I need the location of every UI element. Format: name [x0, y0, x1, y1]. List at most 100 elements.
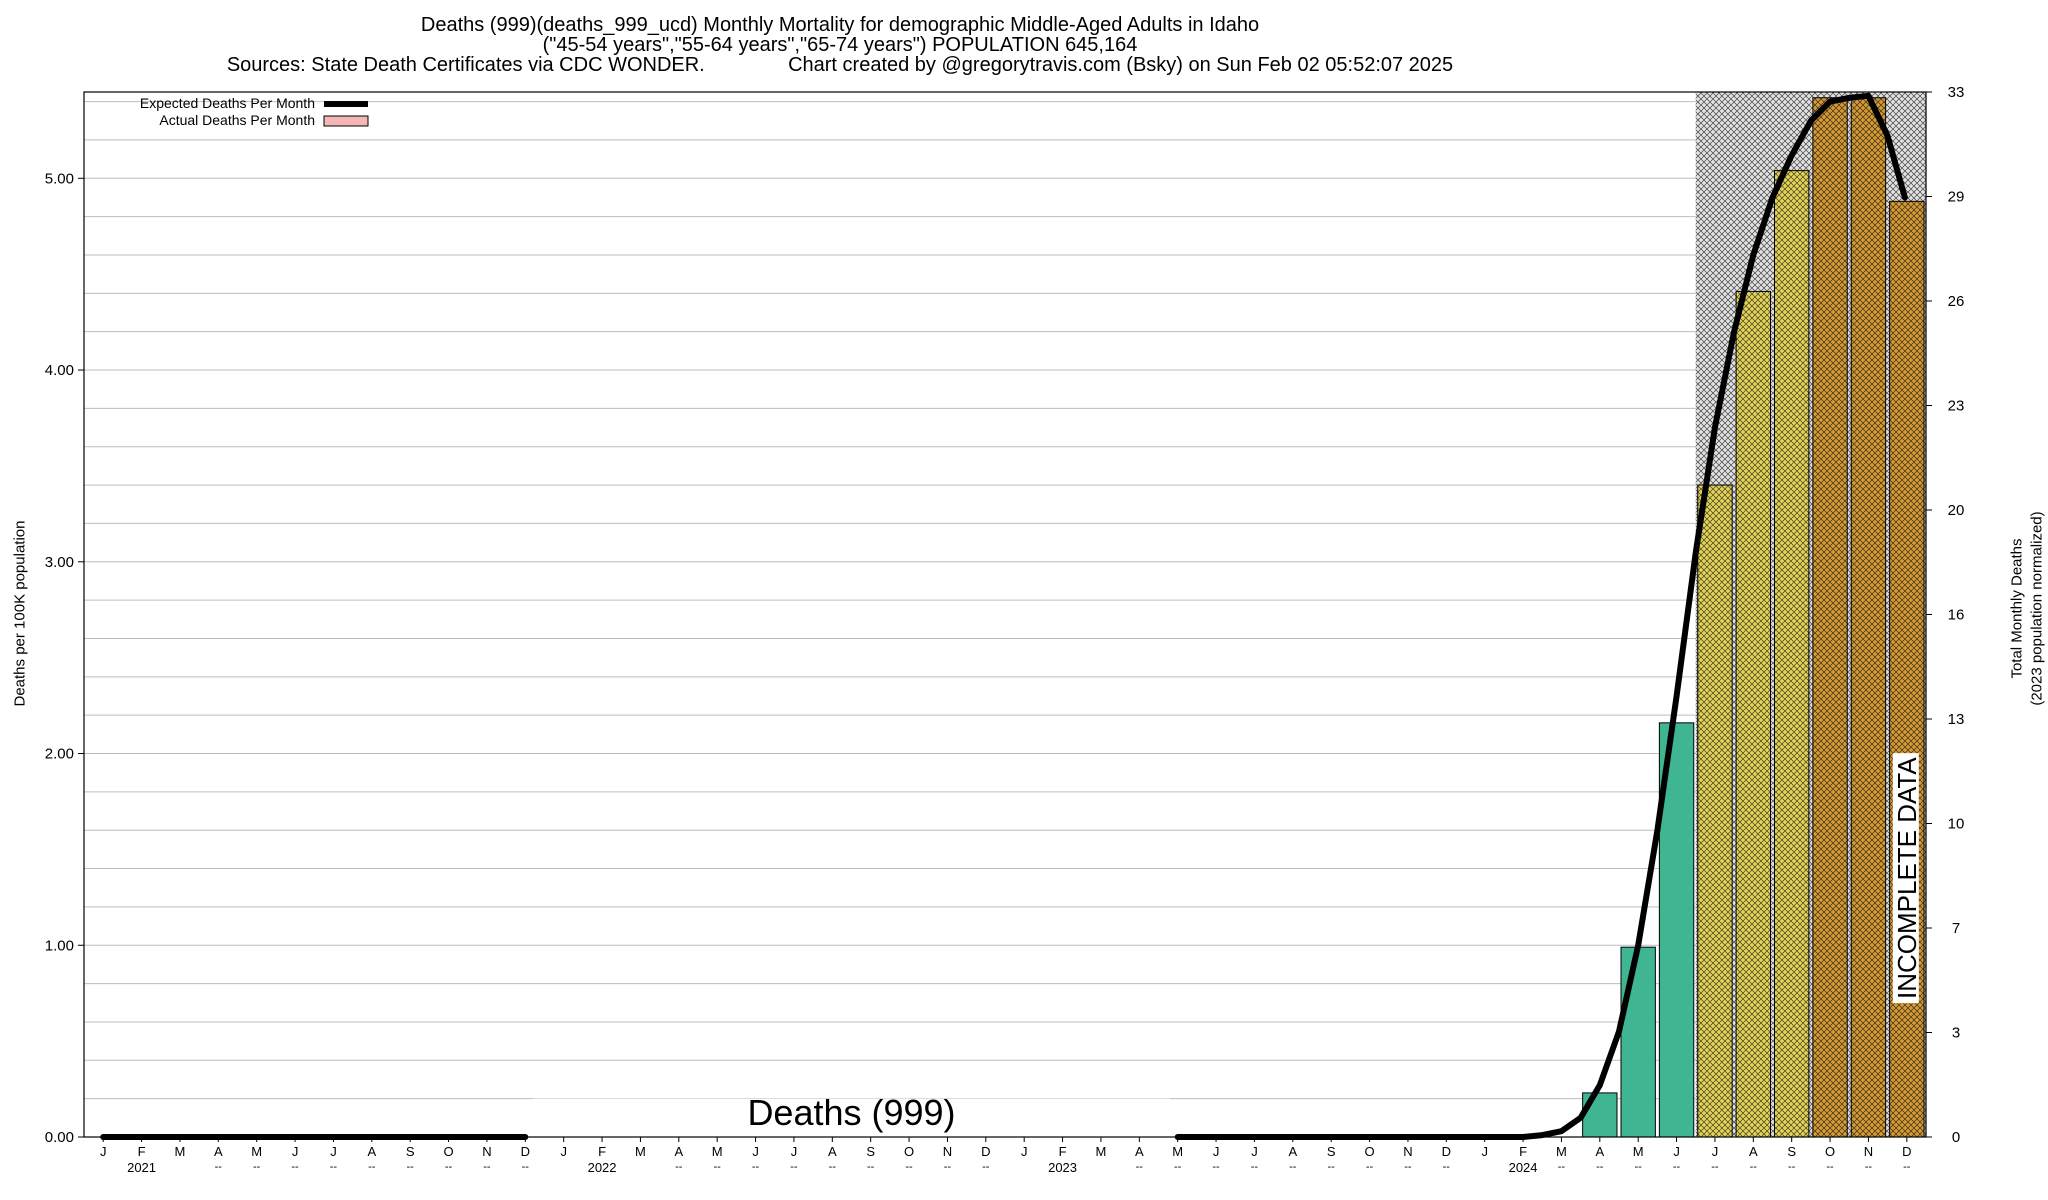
dash-label-20: --	[867, 1161, 875, 1173]
legend-label-0: Expected Deaths Per Month	[140, 95, 315, 111]
month-label-35: D	[1442, 1144, 1451, 1159]
month-label-41: J	[1673, 1144, 1680, 1159]
dash-label-35: --	[1443, 1161, 1451, 1173]
dash-label-3: --	[215, 1161, 223, 1173]
dash-label-9: --	[445, 1161, 453, 1173]
month-label-2: M	[175, 1144, 186, 1159]
y-tick-label-left-4: 4.00	[45, 362, 74, 379]
y-tick-label-right-1: 3	[1952, 1025, 1960, 1042]
dash-label-16: --	[714, 1161, 722, 1173]
y-tick-label-left-1: 1.00	[45, 937, 74, 954]
month-label-6: J	[330, 1144, 337, 1159]
y-tick-label-left-0: 0.00	[45, 1129, 74, 1146]
y-axis-label-right-line1: Total Monthly Deaths	[2008, 538, 2026, 679]
dash-label-28: --	[1174, 1161, 1182, 1173]
dash-label-33: --	[1366, 1161, 1374, 1173]
dash-label-42: --	[1711, 1161, 1719, 1173]
watermark-text: Deaths (999)	[747, 1092, 955, 1133]
dash-label-18: --	[790, 1161, 798, 1173]
month-label-39: A	[1595, 1144, 1604, 1159]
year-label-2: 2023	[1048, 1160, 1077, 1175]
bar-hatch-5	[1774, 170, 1809, 1137]
month-label-4: M	[251, 1144, 262, 1159]
dash-label-21: --	[905, 1161, 913, 1173]
dash-label-45: --	[1826, 1161, 1834, 1173]
month-label-27: A	[1135, 1144, 1144, 1159]
dash-label-39: --	[1596, 1161, 1604, 1173]
y-tick-label-right-7: 23	[1948, 398, 1965, 415]
incomplete-shade	[1695, 92, 1926, 1137]
month-label-1: F	[138, 1144, 146, 1159]
month-label-43: A	[1749, 1144, 1758, 1159]
month-label-37: F	[1519, 1144, 1527, 1159]
month-label-13: F	[598, 1144, 606, 1159]
bar-hatch-7	[1851, 97, 1886, 1137]
dash-label-22: --	[944, 1161, 952, 1173]
y-tick-label-right-4: 13	[1948, 711, 1965, 728]
dash-label-27: --	[1136, 1161, 1144, 1173]
y-tick-label-left-3: 3.00	[45, 554, 74, 571]
month-label-11: D	[521, 1144, 530, 1159]
y-tick-label-right-0: 0	[1952, 1129, 1960, 1146]
dash-label-7: --	[368, 1161, 376, 1173]
month-label-23: D	[981, 1144, 990, 1159]
month-label-17: J	[752, 1144, 759, 1159]
dash-label-5: --	[291, 1161, 299, 1173]
labels-group: 0.001.002.003.004.005.000371013162023262…	[45, 84, 1965, 1175]
month-label-7: A	[367, 1144, 376, 1159]
chart-title-line-3: Sources: State Death Certificates via CD…	[226, 54, 1454, 76]
year-label-0: 2021	[127, 1160, 156, 1175]
y-tick-label-left-5: 5.00	[45, 170, 74, 187]
month-label-14: M	[635, 1144, 646, 1159]
axes-group	[78, 91, 1932, 1142]
dash-label-47: --	[1903, 1161, 1911, 1173]
y-tick-label-right-2: 7	[1952, 920, 1960, 937]
month-label-9: O	[444, 1144, 454, 1159]
dash-label-11: --	[522, 1161, 530, 1173]
dash-label-10: --	[483, 1161, 491, 1173]
month-label-3: A	[214, 1144, 223, 1159]
year-label-1: 2022	[588, 1160, 617, 1175]
month-label-10: N	[482, 1144, 491, 1159]
month-label-16: M	[712, 1144, 723, 1159]
month-label-24: J	[1021, 1144, 1028, 1159]
watermark-band	[532, 1098, 1171, 1134]
month-label-40: M	[1633, 1144, 1644, 1159]
month-label-25: F	[1059, 1144, 1067, 1159]
dash-label-15: --	[675, 1161, 683, 1173]
dash-label-17: --	[752, 1161, 760, 1173]
month-label-42: J	[1712, 1144, 1719, 1159]
y-axis-label-left: Deaths per 100K population	[11, 520, 29, 707]
dash-label-32: --	[1328, 1161, 1336, 1173]
y-axis-label-right-line2: (2023 population normalized)	[2028, 511, 2046, 706]
y-tick-label-right-9: 29	[1948, 189, 1965, 206]
y-tick-label-left-2: 2.00	[45, 746, 74, 763]
y-tick-label-right-10: 33	[1948, 84, 1965, 101]
month-label-34: N	[1403, 1144, 1412, 1159]
month-label-29: J	[1213, 1144, 1220, 1159]
dash-label-43: --	[1750, 1161, 1758, 1173]
month-label-47: D	[1902, 1144, 1911, 1159]
legend-label-1: Actual Deaths Per Month	[159, 112, 315, 128]
month-label-38: M	[1556, 1144, 1567, 1159]
bar-0	[1582, 1092, 1618, 1138]
chart-title-line-2: ("45-54 years","55-64 years","65-74 year…	[542, 34, 1138, 56]
incomplete-hatch	[1695, 92, 1926, 1137]
y-tick-label-right-8: 26	[1948, 293, 1965, 310]
incomplete-label-bg	[1892, 753, 1919, 1004]
dash-label-8: --	[407, 1161, 415, 1173]
month-label-5: J	[292, 1144, 299, 1159]
month-label-0: J	[100, 1144, 107, 1159]
month-label-32: S	[1327, 1144, 1336, 1159]
dash-label-6: --	[330, 1161, 338, 1173]
dash-label-29: --	[1212, 1161, 1220, 1173]
dash-label-30: --	[1251, 1161, 1259, 1173]
dash-label-38: --	[1558, 1161, 1566, 1173]
month-label-30: J	[1251, 1144, 1258, 1159]
month-label-18: J	[791, 1144, 798, 1159]
dash-label-34: --	[1404, 1161, 1412, 1173]
dash-label-4: --	[253, 1161, 261, 1173]
month-label-45: O	[1825, 1144, 1835, 1159]
month-label-36: J	[1481, 1144, 1488, 1159]
